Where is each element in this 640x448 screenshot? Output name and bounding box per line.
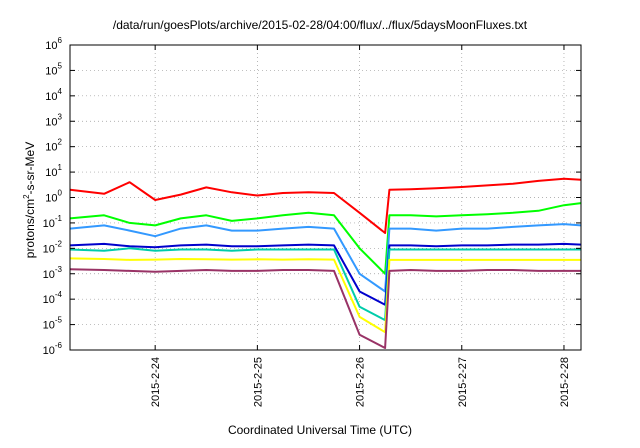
y-tick-label: 104 <box>45 87 62 103</box>
series-line-1 <box>69 177 582 234</box>
y-tick-label: 10-2 <box>43 239 63 255</box>
y-tick-label: 105 <box>45 61 62 77</box>
y-tick-label: 101 <box>45 163 62 179</box>
y-tick-label: 10-3 <box>43 265 63 281</box>
x-ticks: 2015-2-24 2015-2-25 2015-2-26 2015-2-27 2015… <box>150 45 571 407</box>
y-tick-label: 102 <box>45 138 62 154</box>
y-ticks: 106 105 104 103 102 101 100 10-1 10-2 10-3 10-4 10-… <box>43 36 581 357</box>
y-axis-label: protons/cm2-s-sr-MeV <box>22 142 37 258</box>
series-line-6 <box>69 257 581 334</box>
y-tick-label: 10-5 <box>43 316 63 332</box>
y-tick-label: 106 <box>45 36 62 52</box>
y-tick-label: 10-1 <box>43 214 63 230</box>
x-tick-label: 2015-2-27 <box>457 357 469 407</box>
chart-title: /data/run/goesPlots/archive/2015-02-28/0… <box>112 18 528 32</box>
y-tick-label: 103 <box>45 112 62 128</box>
x-tick-label: 2015-2-26 <box>355 357 367 407</box>
y-tick-label: 10-6 <box>43 341 63 357</box>
series-line-4 <box>69 242 582 306</box>
series-lines <box>69 177 582 349</box>
grid <box>70 45 581 350</box>
series-line-3 <box>69 223 582 293</box>
series-line-2 <box>69 202 582 275</box>
series-line-7 <box>69 268 581 349</box>
y-tick-label: 10-4 <box>43 290 63 306</box>
y-tick-label: 100 <box>45 189 62 205</box>
series-line-5 <box>69 247 581 322</box>
x-axis-label: Coordinated Universal Time (UTC) <box>227 423 413 437</box>
x-tick-label: 2015-2-24 <box>150 357 162 407</box>
x-tick-label: 2015-2-28 <box>559 357 571 407</box>
x-tick-label: 2015-2-25 <box>252 357 264 407</box>
